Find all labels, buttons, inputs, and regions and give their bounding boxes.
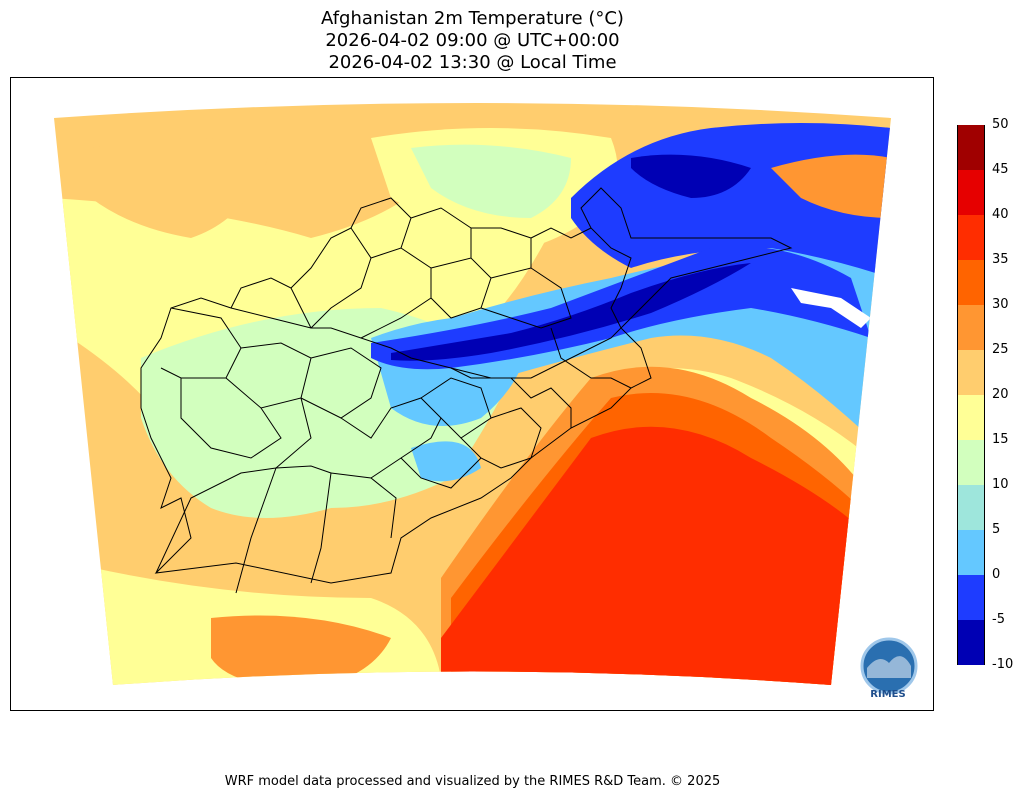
colorbar-segment — [958, 440, 984, 485]
colorbar-segment — [958, 125, 984, 170]
rimes-logo: RIMES — [860, 637, 918, 700]
colorbar-tick-label: -5 — [992, 612, 1005, 627]
colorbar-tick-label: -10 — [992, 657, 1014, 672]
colorbar-segment — [958, 170, 984, 215]
colorbar-segment — [958, 575, 984, 620]
province-boundaries — [140, 187, 793, 594]
colorbar-tick-label: 20 — [992, 387, 1009, 402]
colorbar-tick-label: 15 — [992, 432, 1009, 447]
colorbar-tick-label: 40 — [992, 207, 1009, 222]
colorbar-tick-label: 5 — [992, 522, 1001, 537]
colorbar-segment — [958, 395, 984, 440]
colorbar-segment — [958, 260, 984, 305]
local-time-label: 2026-04-02 13:30 @ Local Time — [328, 52, 617, 73]
colorbar-tick-label: 50 — [992, 117, 1009, 132]
colorbar-tick-label: 10 — [992, 477, 1009, 492]
temperature-map: RIMES — [54, 103, 918, 700]
colorbar-segment — [958, 485, 984, 530]
colorbar-tick-label: 35 — [992, 252, 1009, 267]
colorbar — [957, 125, 985, 665]
temperature-field — [54, 103, 891, 685]
colorbar-tick-label: 25 — [992, 342, 1009, 357]
colorbar-segment — [958, 620, 984, 665]
colorbar-tick-label: 30 — [992, 297, 1009, 312]
colorbar-segment — [958, 215, 984, 260]
colorbar-tick-label: 45 — [992, 162, 1009, 177]
colorbar-segment — [958, 350, 984, 395]
colorbar-segment — [958, 530, 984, 575]
credit-text: WRF model data processed and visualized … — [224, 774, 721, 789]
colorbar-tick-label: 0 — [992, 567, 1001, 582]
logo-text: RIMES — [870, 689, 905, 700]
colorbar-segment — [958, 305, 984, 350]
utc-time-label: 2026-04-02 09:00 @ UTC+00:00 — [325, 30, 620, 51]
map-frame: RIMES — [10, 77, 934, 711]
map-title: Afghanistan 2m Temperature (°C) — [321, 8, 624, 29]
